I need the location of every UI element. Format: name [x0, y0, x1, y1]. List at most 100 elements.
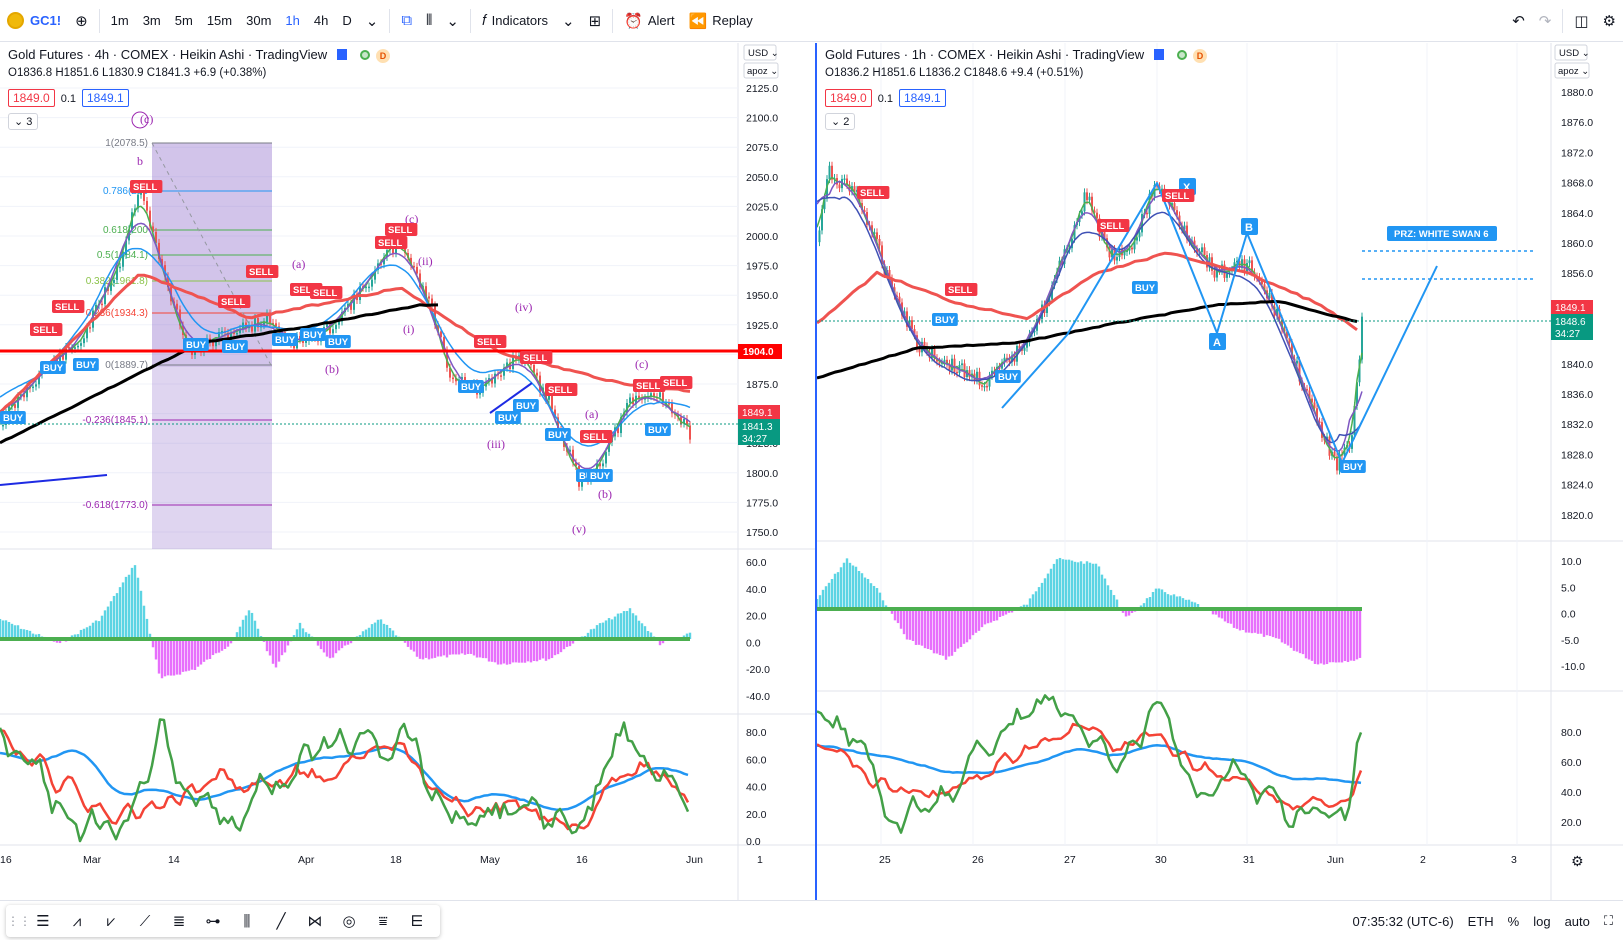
trend-line-icon[interactable]: ╱ [276, 913, 286, 930]
scale-mode-box [1554, 62, 1590, 79]
compare-button[interactable]: ⊕ [68, 0, 95, 42]
heikin-ashi-candle [167, 276, 169, 288]
chart-pane-4h[interactable]: USD ⌄ apoz ⌄ 2125.0 2100.0 2075.0 2050.0 2025.… [0, 43, 815, 900]
auto-toggle[interactable]: auto [1564, 913, 1590, 929]
chevron-down-icon: ⌄ [365, 12, 379, 30]
heikin-ashi-candle [119, 266, 121, 269]
fullscreen-icon[interactable]: ⛶ [1603, 913, 1613, 928]
interval-4h[interactable]: 4h [307, 0, 335, 42]
heikin-ashi-candle [569, 449, 571, 452]
heikin-ashi-candle [1176, 210, 1178, 216]
chart-type-button[interactable]: ⧉ [394, 0, 419, 42]
heikin-ashi-candle [620, 417, 622, 434]
chart-legend-4h[interactable]: Gold Futures · 4h · COMEX · Heikin Ashi … [8, 47, 390, 63]
menu-icon[interactable]: ☰ [36, 913, 50, 930]
flag-icon[interactable] [1153, 49, 1164, 60]
fib-spiral-icon[interactable]: ◎ [342, 913, 356, 930]
heikin-ashi-candle [891, 278, 893, 288]
interval-30m[interactable]: 30m [239, 0, 278, 42]
buy-signal-bg [0, 411, 26, 424]
fib-channel-icon[interactable]: ⋿ [410, 913, 424, 930]
chart-canvas-4h[interactable]: USD ⌄ apoz ⌄ 2125.0 2100.0 2075.0 2050.0 2025.… [0, 43, 815, 900]
horizontal-line-icon[interactable]: ⊶ [205, 913, 221, 930]
interval-1h[interactable]: 1h [278, 0, 306, 42]
time-tick: 2 [1420, 854, 1426, 866]
price-tick: 1800.0 [746, 468, 778, 480]
long-position-icon[interactable]: ⩸ [378, 912, 388, 930]
redo-button[interactable]: ↷ [1532, 0, 1559, 42]
indicators-toggle[interactable]: ⌄ 2 [825, 113, 856, 130]
bid-price[interactable]: 1849.0 [825, 89, 872, 107]
heikin-ashi-candle [266, 313, 268, 323]
undo-button[interactable]: ↶ [1505, 0, 1532, 42]
heikin-ashi-candle [1251, 260, 1253, 273]
flag-icon[interactable] [336, 49, 347, 60]
fib-retracement-icon[interactable]: ≣ [172, 913, 186, 930]
price-tick: 2100.0 [746, 113, 778, 125]
interval-1m[interactable]: 1m [104, 0, 136, 42]
percent-toggle[interactable]: % [1507, 913, 1520, 929]
heikin-ashi-candle [968, 370, 971, 378]
sell-signal: SELL [477, 337, 501, 348]
interval-3m[interactable]: 3m [136, 0, 168, 42]
heikin-ashi-candle [653, 393, 655, 397]
bid-ask-box[interactable]: 1849.0 0.1 1849.1 [825, 89, 946, 107]
price-label-red-bg [738, 405, 780, 419]
indicators-dropdown[interactable]: ⌄ [555, 0, 582, 42]
heikin-ashi-candle [230, 332, 232, 341]
chart-type-dropdown[interactable]: ⌄ [439, 0, 466, 42]
chart-legend-1h[interactable]: Gold Futures · 1h · COMEX · Heikin Ashi … [825, 47, 1207, 63]
market-open-icon [1177, 50, 1188, 60]
pitchfork-icon[interactable]: ⟋ [139, 912, 151, 930]
heikin-ashi-candle [983, 385, 986, 388]
ask-price[interactable]: 1849.1 [899, 89, 946, 107]
heikin-ashi-candle [1011, 355, 1013, 363]
layout-button[interactable]: ⊞ [582, 0, 609, 42]
indicators-button[interactable]: 𝑓 Indicators [475, 0, 555, 42]
heikin-ashi-candle [881, 245, 883, 265]
interval-D[interactable]: D [335, 0, 358, 42]
wave-label: (ii) [418, 254, 433, 268]
divider [1562, 8, 1564, 33]
bid-ask-box[interactable]: 1849.0 0.1 1849.1 [8, 89, 129, 107]
buy-signal: BUY [998, 372, 1019, 383]
alert-button[interactable]: ⏰ Alert [617, 0, 681, 42]
indicators-toggle[interactable]: ⌄ 3 [8, 113, 39, 130]
clock[interactable]: 07:35:32 (UTC-6) [1352, 913, 1454, 929]
ask-price[interactable]: 1849.1 [82, 89, 129, 107]
log-toggle[interactable]: log [1533, 913, 1551, 929]
interval-15m[interactable]: 15m [200, 0, 239, 42]
drag-handle-icon[interactable]: ⋮⋮ [7, 914, 31, 928]
split-layout-button[interactable]: ◫ [1567, 0, 1595, 42]
elliott-wave-icon[interactable]: ⩗ [106, 912, 116, 930]
interval-dropdown[interactable]: ⌄ [359, 0, 386, 42]
session-toggle[interactable]: ETH [1467, 913, 1494, 929]
replay-button[interactable]: ⏪ Replay [682, 0, 760, 42]
interval-5m[interactable]: 5m [168, 0, 200, 42]
heikin-ashi-candle [59, 352, 61, 365]
xabcd-pattern-icon[interactable]: ⋈ [307, 913, 323, 930]
ma-slow-red-line [817, 251, 1358, 332]
chart-pane-1h[interactable]: USD ⌄ apoz ⌄ 1880.0 1876.0 1872.0 1868.0 1864.… [815, 43, 1623, 900]
abc-pattern-icon[interactable]: ⩘ [72, 912, 82, 930]
heikin-ashi-candle [1248, 260, 1251, 264]
heikin-ashi-candle [1018, 345, 1021, 349]
symbol-search[interactable]: GC1! [0, 0, 68, 42]
heikin-ashi-candle [1201, 247, 1203, 253]
chart-canvas-1h[interactable]: USD ⌄ apoz ⌄ 1880.0 1876.0 1872.0 1868.0 1864.… [817, 43, 1623, 900]
heikin-ashi-candle [77, 345, 79, 348]
heikin-ashi-candle [137, 194, 139, 209]
undo-icon: ↶ [1512, 12, 1525, 30]
sell-signal-bg [1097, 219, 1130, 232]
price-tick: 1876.0 [1561, 117, 1593, 129]
bars-pattern-icon[interactable]: ⫼ [243, 912, 251, 930]
time-tick: 14 [168, 854, 180, 866]
fib-level-label: -0.236(1845.1) [82, 415, 148, 426]
heikin-ashi-candle [74, 347, 76, 349]
heikin-ashi-candle [113, 279, 115, 283]
heikin-ashi-candle [413, 265, 415, 268]
settings-button[interactable]: ⚙ [1596, 0, 1623, 42]
bars-type-button[interactable]: ⫴ [419, 0, 439, 42]
bid-price[interactable]: 1849.0 [8, 89, 55, 107]
price-tick: 1828.0 [1561, 449, 1593, 461]
